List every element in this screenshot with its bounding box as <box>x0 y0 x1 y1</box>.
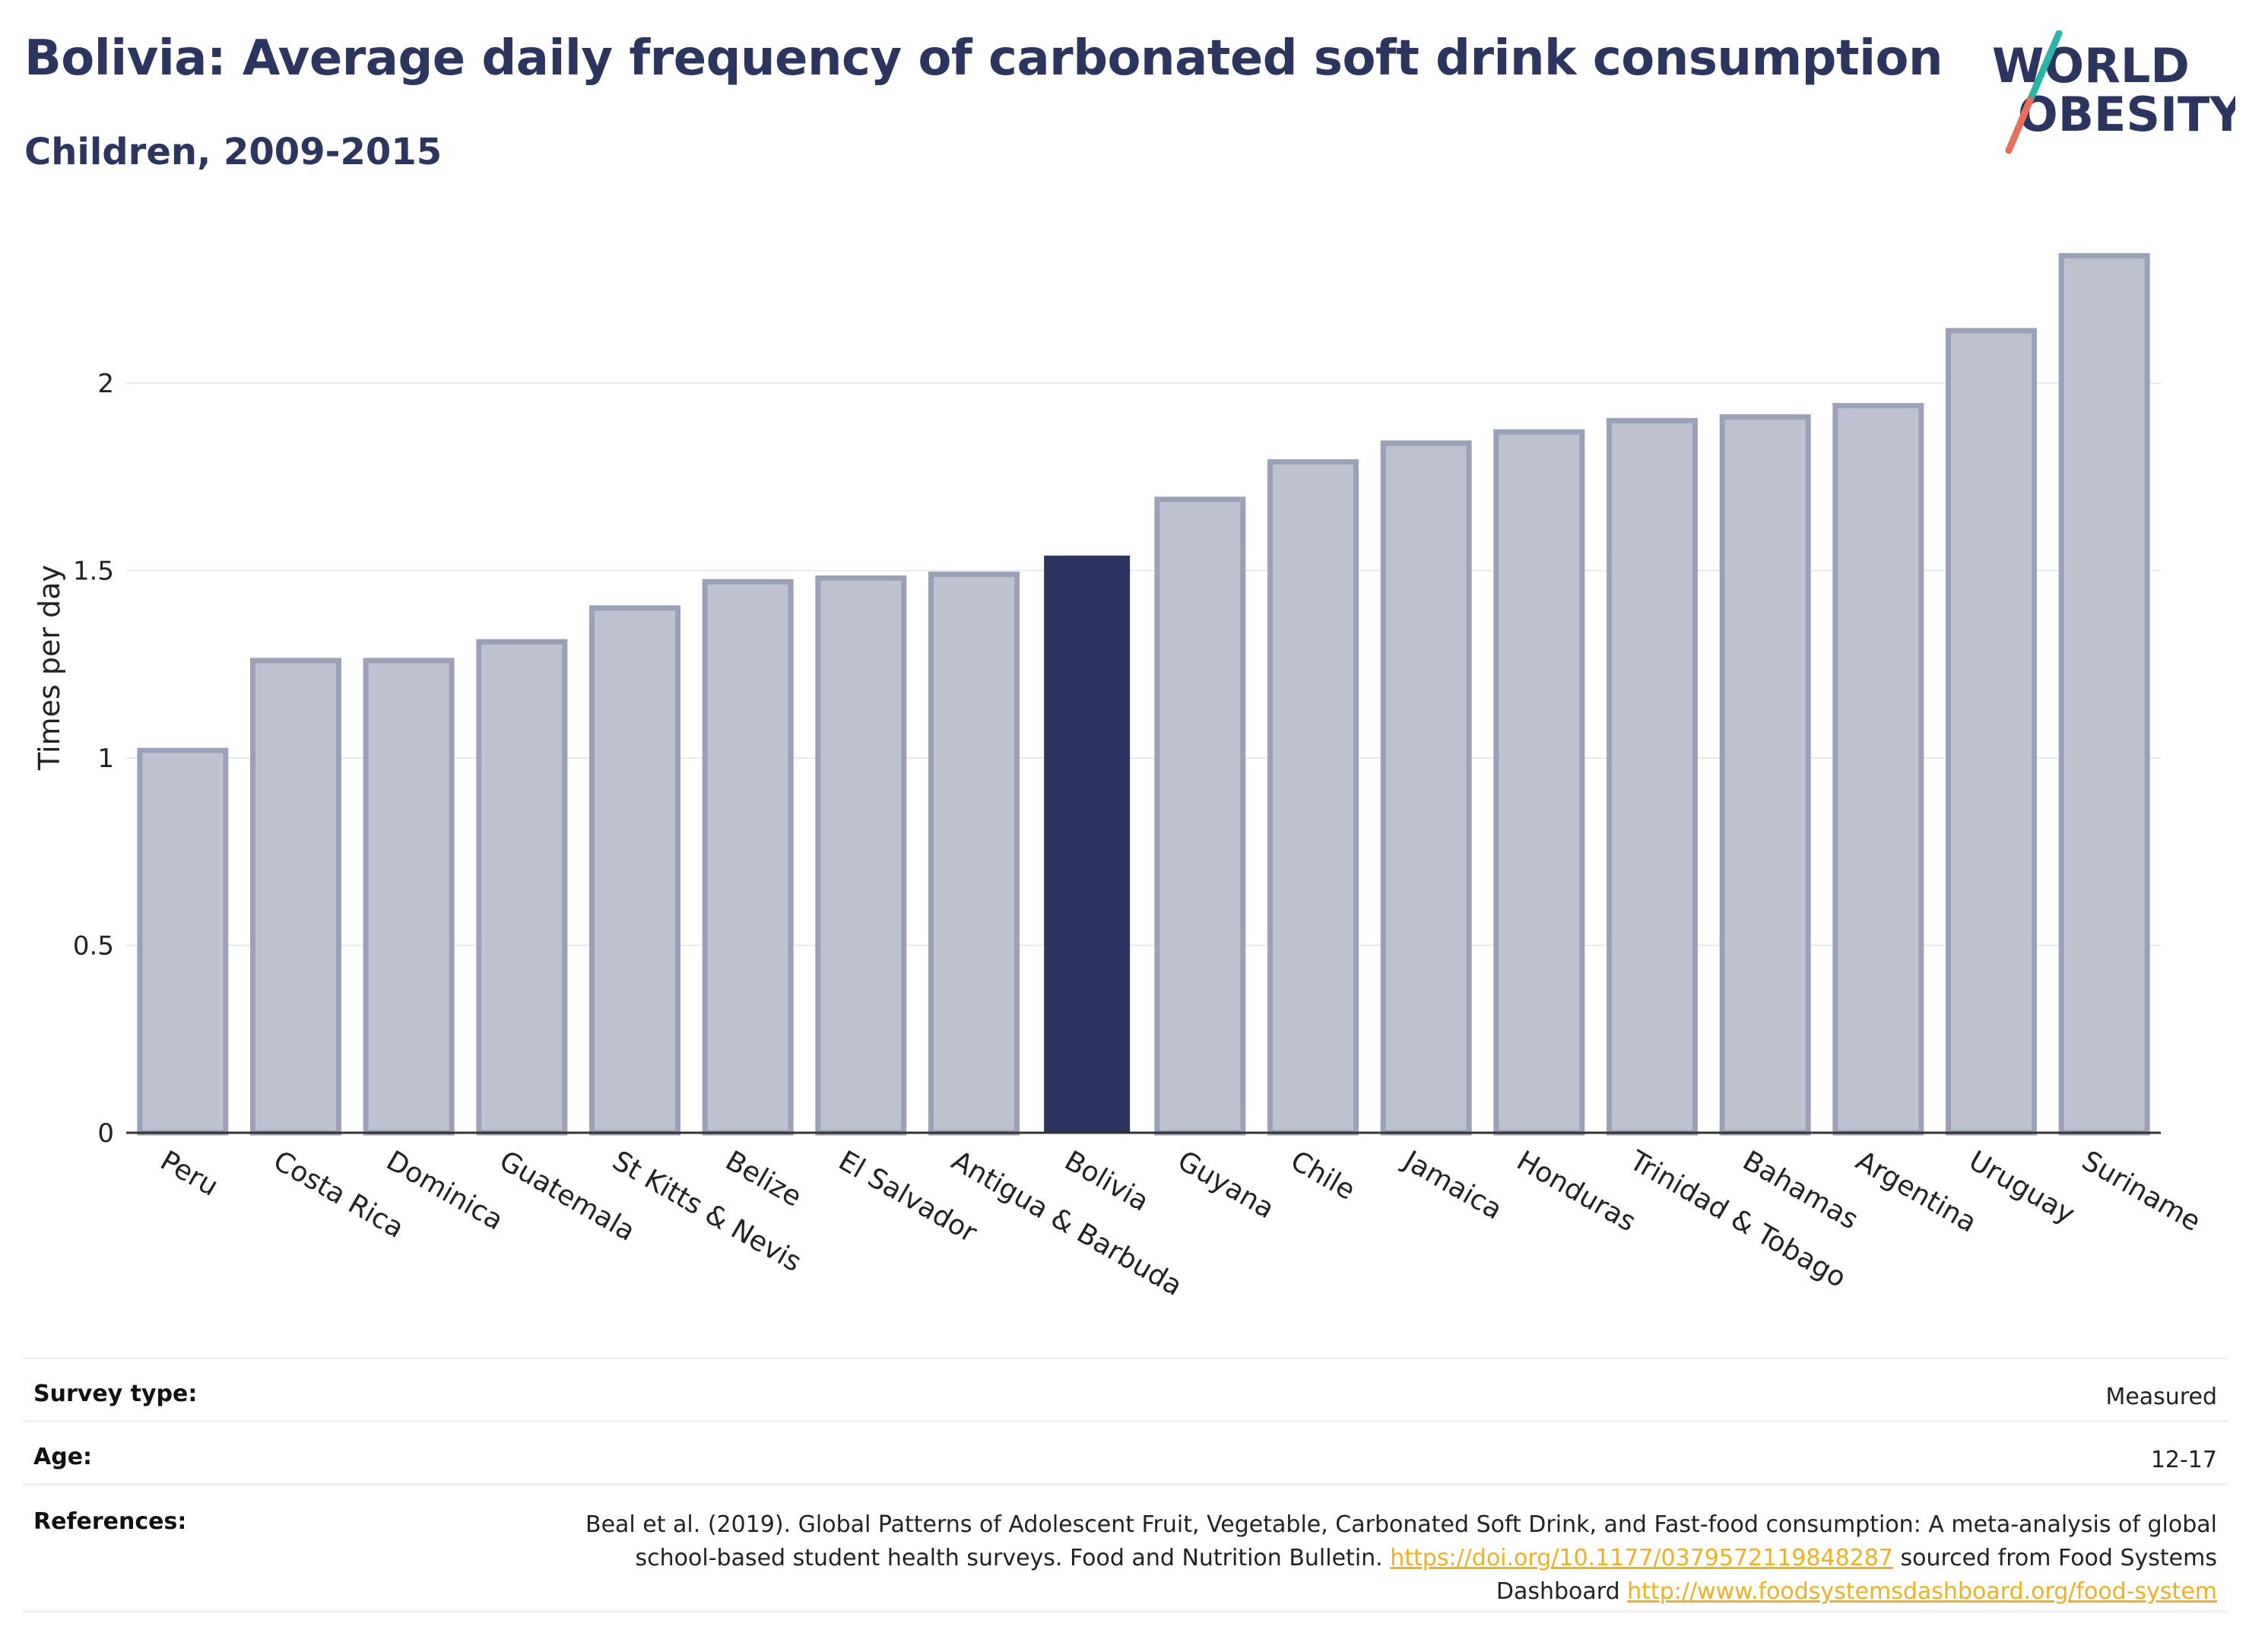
x-tick-label: St Kitts & Nevis <box>607 1145 807 1278</box>
bar <box>476 639 568 1136</box>
x-tick-label: Trinidad & Tobago <box>1624 1145 1851 1294</box>
doi-link[interactable]: https://doi.org/10.1177/0379572119848287 <box>1390 1545 1893 1571</box>
logo-line2: OBESITY <box>2018 87 2235 142</box>
references-row: References: Beal et al. (2019). Global P… <box>23 1483 2228 1612</box>
references-text-2: sourced from Food Systems Dashboard <box>1496 1545 2217 1605</box>
logo-line1: WORLD <box>1992 38 2190 94</box>
survey-type-row: Survey type: Measured <box>23 1357 2228 1420</box>
survey-type-value: Measured <box>2105 1384 2217 1410</box>
y-axis-label: Times per day <box>33 565 66 771</box>
bar <box>137 747 229 1136</box>
bar <box>928 571 1020 1136</box>
y-tick-label: 1.5 <box>73 556 114 587</box>
survey-type-label: Survey type: <box>33 1381 198 1407</box>
logo-slash-red <box>2005 97 2034 154</box>
bar <box>1154 496 1246 1136</box>
age-label: Age: <box>33 1444 93 1470</box>
metadata-table: Survey type: Measured Age: 12-17 Referen… <box>23 1357 2228 1612</box>
bar <box>702 579 794 1136</box>
age-value: 12-17 <box>2150 1447 2217 1473</box>
references-text-1: Beal et al. (2019). Global Patterns of A… <box>585 1511 2217 1571</box>
bar <box>1719 414 1811 1136</box>
bar <box>1380 440 1472 1136</box>
bar <box>815 575 907 1136</box>
world-obesity-logo: WORLD OBESITY <box>1992 30 2235 154</box>
x-tick-label: Bolivia <box>1059 1145 1154 1218</box>
references-value: Beal et al. (2019). Global Patterns of A… <box>506 1508 2217 1609</box>
y-tick-label: 1 <box>97 744 114 774</box>
x-tick-label: Suriname <box>2076 1145 2206 1238</box>
bar-highlighted <box>1044 555 1131 1133</box>
x-tick-label: Belize <box>720 1145 807 1213</box>
x-tick-label: Honduras <box>1511 1145 1641 1238</box>
logo-slash-teal <box>2026 30 2063 104</box>
y-tick-label: 0.5 <box>73 931 114 962</box>
references-label: References: <box>33 1508 187 1535</box>
x-tick-label: Peru <box>155 1145 224 1203</box>
bars <box>137 252 2150 1136</box>
gridlines <box>126 382 2161 946</box>
bar <box>589 605 680 1136</box>
bar <box>1832 403 1924 1136</box>
x-tick-label: Jamaica <box>1397 1144 1507 1226</box>
x-tick-label: Uruguay <box>1964 1145 2080 1230</box>
x-tick-label: Argentina <box>1851 1145 1982 1238</box>
chart-subtitle: Children, 2009-2015 <box>24 131 443 173</box>
bar <box>250 658 341 1136</box>
bar <box>363 658 455 1136</box>
y-tick-label: 2 <box>97 369 114 399</box>
bar <box>1493 429 1585 1136</box>
bar <box>1607 417 1698 1136</box>
bar <box>1267 459 1359 1136</box>
age-row: Age: 12-17 <box>23 1420 2228 1483</box>
bar <box>2058 252 2150 1136</box>
y-tick-label: 0 <box>97 1118 114 1149</box>
x-tick-label: Guyana <box>1172 1145 1280 1225</box>
bar <box>1946 328 2037 1136</box>
chart-title: Bolivia: Average daily frequency of carb… <box>24 30 1943 87</box>
x-tick-label: Chile <box>1286 1145 1361 1206</box>
food-systems-link[interactable]: http://www.foodsystemsdashboard.org/food… <box>1627 1578 2217 1605</box>
